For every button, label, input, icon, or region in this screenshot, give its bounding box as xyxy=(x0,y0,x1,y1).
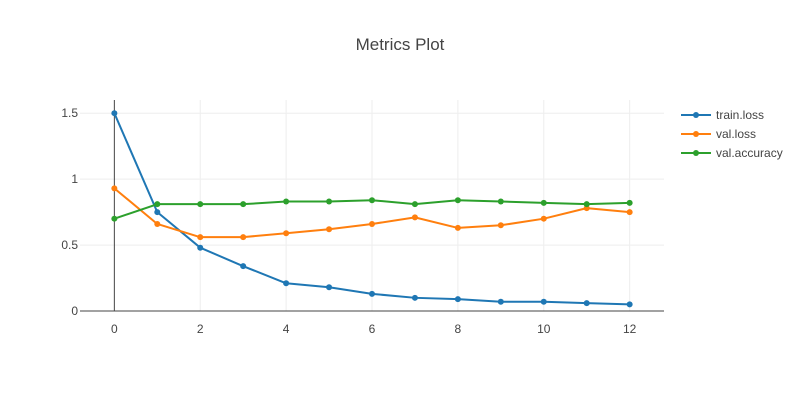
x-tick-label: 2 xyxy=(197,322,204,336)
data-point[interactable] xyxy=(240,234,247,241)
grid-layer xyxy=(80,100,664,311)
data-point[interactable] xyxy=(326,284,333,291)
data-point[interactable] xyxy=(326,198,333,205)
data-point[interactable] xyxy=(626,199,633,206)
data-point[interactable] xyxy=(540,215,547,222)
data-point[interactable] xyxy=(583,300,590,307)
data-point[interactable] xyxy=(154,201,161,208)
series-train-loss xyxy=(111,110,633,308)
legend-swatch-marker xyxy=(693,112,699,118)
data-point[interactable] xyxy=(111,110,118,117)
data-point[interactable] xyxy=(497,298,504,305)
y-tick-label: 0 xyxy=(71,304,78,318)
data-point[interactable] xyxy=(283,230,290,237)
data-point[interactable] xyxy=(197,244,204,251)
data-point[interactable] xyxy=(626,209,633,216)
data-point[interactable] xyxy=(454,224,461,231)
x-tick-label: 4 xyxy=(283,322,290,336)
legend-label: val.accuracy xyxy=(716,146,783,160)
legend-label: val.loss xyxy=(716,127,756,141)
data-point[interactable] xyxy=(540,298,547,305)
data-point[interactable] xyxy=(197,234,204,241)
data-point[interactable] xyxy=(369,220,375,227)
data-point[interactable] xyxy=(497,222,504,229)
series-val-loss xyxy=(111,185,633,241)
data-point[interactable] xyxy=(283,198,290,205)
data-point[interactable] xyxy=(283,280,290,287)
data-point[interactable] xyxy=(240,201,247,208)
y-tick-label: 0.5 xyxy=(61,238,78,252)
data-point[interactable] xyxy=(411,214,418,221)
data-point[interactable] xyxy=(111,215,118,222)
data-point[interactable] xyxy=(454,197,461,204)
y-tick-label: 1 xyxy=(71,172,78,186)
legend[interactable]: train.loss val.loss val.accuracy xyxy=(681,108,783,160)
data-point[interactable] xyxy=(326,226,333,233)
series-layer xyxy=(111,110,633,308)
data-point[interactable] xyxy=(583,201,590,208)
legend-label: train.loss xyxy=(716,108,764,122)
x-tick-label: 6 xyxy=(369,322,376,336)
legend-swatch-marker xyxy=(693,150,699,156)
data-point[interactable] xyxy=(154,209,161,216)
chart-title: Metrics Plot xyxy=(356,35,445,54)
legend-item[interactable]: val.loss xyxy=(681,127,756,141)
data-point[interactable] xyxy=(197,201,204,208)
data-point[interactable] xyxy=(111,185,118,192)
x-tick-label: 8 xyxy=(455,322,462,336)
data-point[interactable] xyxy=(411,201,418,208)
y-tick-label: 1.5 xyxy=(61,106,78,120)
series-val-accuracy xyxy=(111,197,633,222)
data-point[interactable] xyxy=(454,296,461,303)
data-point[interactable] xyxy=(411,294,418,301)
data-point[interactable] xyxy=(626,301,633,308)
x-tick-label: 10 xyxy=(537,322,551,336)
data-point[interactable] xyxy=(369,290,375,297)
data-point[interactable] xyxy=(497,198,504,205)
legend-item[interactable]: train.loss xyxy=(681,108,764,122)
legend-item[interactable]: val.accuracy xyxy=(681,146,783,160)
data-point[interactable] xyxy=(369,197,375,204)
axes-layer: 0 2 4 6 8 10 12 0 0.5 1 1.5 xyxy=(61,100,664,336)
x-tick-label: 0 xyxy=(111,322,118,336)
data-point[interactable] xyxy=(540,199,547,206)
legend-swatch-marker xyxy=(693,131,699,137)
x-tick-label: 12 xyxy=(623,322,637,336)
data-point[interactable] xyxy=(154,220,161,227)
data-point[interactable] xyxy=(240,263,247,270)
